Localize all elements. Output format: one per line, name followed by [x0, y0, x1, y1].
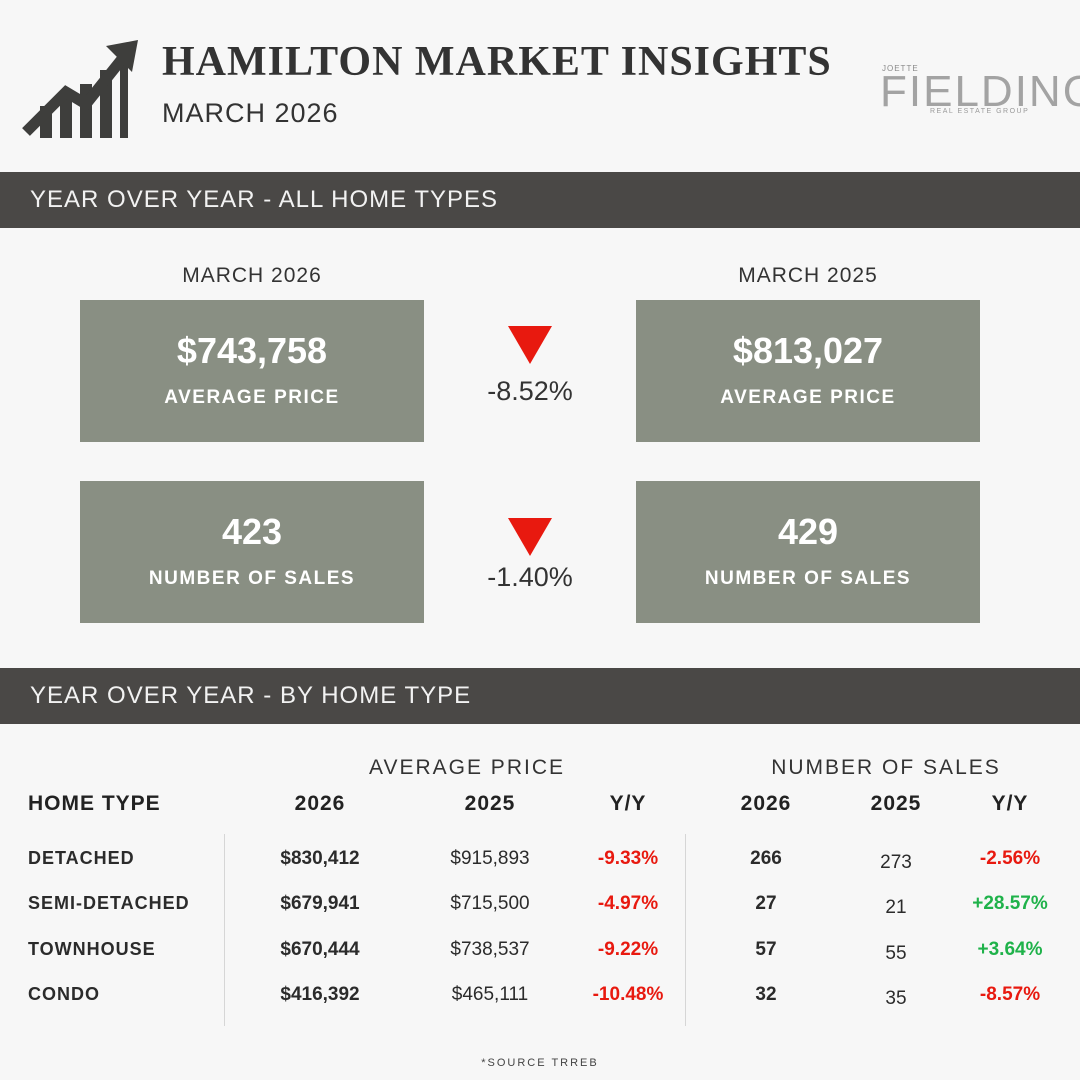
logo-brand: FIELDING [880, 67, 1080, 116]
previous-average-price-value: $813,027 [732, 330, 884, 371]
section-type-heading: YEAR OVER YEAR - BY HOME TYPE [0, 668, 1080, 724]
price-yy-cell: -10.48% [592, 984, 664, 1005]
growth-chart-icon [22, 40, 138, 138]
number-of-sales-group-header: NUMBER OF SALES [771, 756, 1001, 779]
home-type-cell: TOWNHOUSE [28, 939, 156, 959]
page-subtitle: MARCH 2026 [162, 98, 339, 128]
current-average-price-card: $743,758 AVERAGE PRICE [80, 300, 424, 442]
table-divider [224, 834, 225, 1026]
current-average-price-value: $743,758 [176, 330, 328, 371]
price-2026-cell: $670,444 [280, 939, 360, 960]
sales-2025-header: 2025 [870, 792, 922, 815]
previous-period-label: MARCH 2025 [738, 264, 878, 287]
sales-2025-cell: 35 [885, 988, 907, 1009]
price-yy-header: Y/Y [609, 792, 647, 815]
previous-average-price-label: AVERAGE PRICE [720, 387, 896, 408]
sales-2026-header: 2026 [740, 792, 792, 815]
price-2026-cell: $830,412 [280, 848, 360, 869]
sales-yy-cell: -8.57% [979, 984, 1041, 1005]
previous-sales-value: 429 [777, 511, 839, 552]
sales-2026-cell: 32 [755, 984, 777, 1005]
sales-2025-cell: 55 [885, 943, 907, 964]
average-price-group-header: AVERAGE PRICE [369, 756, 565, 779]
price-2025-cell: $715,500 [450, 893, 530, 914]
sales-2026-cell: 57 [755, 939, 777, 960]
price-yy-cell: -4.97% [597, 893, 659, 914]
home-type-cell: SEMI-DETACHED [28, 893, 190, 913]
previous-sales-label: NUMBER OF SALES [704, 568, 912, 589]
table-divider [685, 834, 686, 1026]
sales-yy-header: Y/Y [991, 792, 1029, 815]
current-period-label: MARCH 2026 [182, 264, 322, 287]
price-2026-header: 2026 [294, 792, 346, 815]
source-note: *SOURCE TRREB [481, 1057, 599, 1069]
sales-2025-cell: 21 [885, 897, 907, 918]
sales-2026-cell: 266 [750, 848, 782, 869]
current-sales-card: 423 NUMBER OF SALES [80, 481, 424, 623]
home-type-cell: DETACHED [28, 848, 135, 868]
down-arrow-icon [508, 326, 552, 364]
previous-average-price-card: $813,027 AVERAGE PRICE [636, 300, 980, 442]
sales-yy-cell: +28.57% [972, 893, 1048, 914]
logo-tagline: REAL ESTATE GROUP [930, 108, 1030, 115]
current-average-price-label: AVERAGE PRICE [164, 387, 340, 408]
sales-2026-cell: 27 [755, 893, 777, 914]
price-yy-cell: -9.22% [597, 939, 659, 960]
page-title: HAMILTON MARKET INSIGHTS [162, 39, 832, 85]
sales-2025-cell: 273 [880, 852, 912, 873]
average-price-change: -8.52% [487, 376, 573, 406]
current-sales-value: 423 [221, 511, 283, 552]
price-2025-cell: $915,893 [450, 848, 530, 869]
price-2025-cell: $738,537 [450, 939, 530, 960]
sales-yy-cell: +3.64% [977, 939, 1043, 960]
down-arrow-icon [508, 518, 552, 556]
price-yy-cell: -9.33% [597, 848, 659, 869]
price-2026-cell: $416,392 [280, 984, 360, 1005]
logo-first-name: JOETTE [882, 64, 919, 73]
price-2025-cell: $465,111 [451, 984, 529, 1005]
current-sales-label: NUMBER OF SALES [148, 568, 356, 589]
home-type-header: HOME TYPE [28, 792, 161, 815]
previous-sales-card: 429 NUMBER OF SALES [636, 481, 980, 623]
section-all-heading: YEAR OVER YEAR - ALL HOME TYPES [0, 172, 1080, 228]
sales-change: -1.40% [487, 562, 573, 592]
price-2025-header: 2025 [464, 792, 516, 815]
price-2026-cell: $679,941 [280, 893, 360, 914]
sales-yy-cell: -2.56% [979, 848, 1041, 869]
home-type-cell: CONDO [28, 984, 100, 1004]
